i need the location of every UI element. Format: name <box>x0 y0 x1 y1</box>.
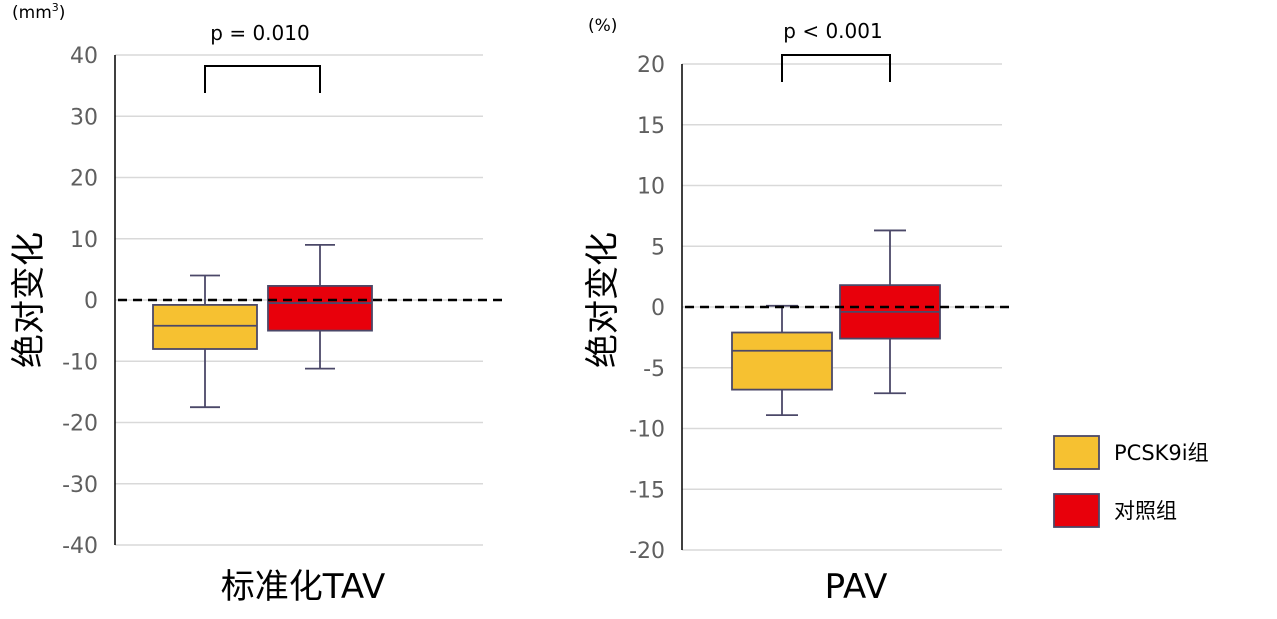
y-tick-label: -30 <box>62 473 98 498</box>
p-value-label: p < 0.001 <box>783 19 882 43</box>
y-unit-label: (mm3) <box>12 1 65 23</box>
y-tick-label: -15 <box>629 478 665 503</box>
y-tick-label: 0 <box>84 289 98 314</box>
x-axis-title: PAV <box>825 567 888 607</box>
legend-swatch <box>1053 493 1100 528</box>
y-tick-label: 10 <box>70 228 98 253</box>
y-tick-label: -10 <box>629 418 665 443</box>
y-unit-base: (mm <box>12 3 52 23</box>
legend-label: 对照组 <box>1114 499 1177 523</box>
x-axis-title: 标准化TAV <box>221 567 385 607</box>
y-tick-label: -5 <box>643 357 665 382</box>
box-iqr <box>152 303 258 350</box>
box-iqr <box>731 331 833 391</box>
y-tick-label: 5 <box>651 235 665 260</box>
y-unit-superscript: 3 <box>52 1 59 14</box>
y-tick-label: 40 <box>70 44 98 69</box>
box-pcsk9i <box>152 274 258 409</box>
legend-swatch <box>1053 435 1100 470</box>
y-tick-label: 20 <box>637 53 665 78</box>
y-tick-label: -40 <box>62 534 98 559</box>
chart-panel-2: 20 15 10 5 0 -5 -10 -15 -20 (%) 绝对变化 PAV p < 0.001 <box>583 16 1012 607</box>
y-tick-label: -10 <box>62 350 98 375</box>
box-pcsk9i <box>731 304 833 417</box>
significance-bracket <box>204 65 321 93</box>
legend-label: PCSK9i组 <box>1114 441 1209 465</box>
y-axis-title: 绝对变化 <box>9 232 49 368</box>
box-control <box>839 229 941 395</box>
box-iqr <box>267 285 373 332</box>
y-tick-label: 0 <box>651 296 665 321</box>
legend-item: PCSK9i组 <box>1053 435 1209 470</box>
y-tick-label: 15 <box>637 114 665 139</box>
y-unit-label: (%) <box>588 16 617 36</box>
y-tick-label: 20 <box>70 167 98 192</box>
y-tick-label: 30 <box>70 105 98 130</box>
y-axis-title: 绝对变化 <box>583 232 623 368</box>
y-tick-label: -20 <box>629 539 665 564</box>
y-tick-label: -20 <box>62 412 98 437</box>
p-value-label: p = 0.010 <box>210 21 309 45</box>
legend-item: 对照组 <box>1053 493 1177 528</box>
y-tick-label: 10 <box>637 175 665 200</box>
significance-bracket <box>781 54 891 82</box>
y-unit-close: ) <box>59 3 66 23</box>
box-control <box>267 243 373 370</box>
